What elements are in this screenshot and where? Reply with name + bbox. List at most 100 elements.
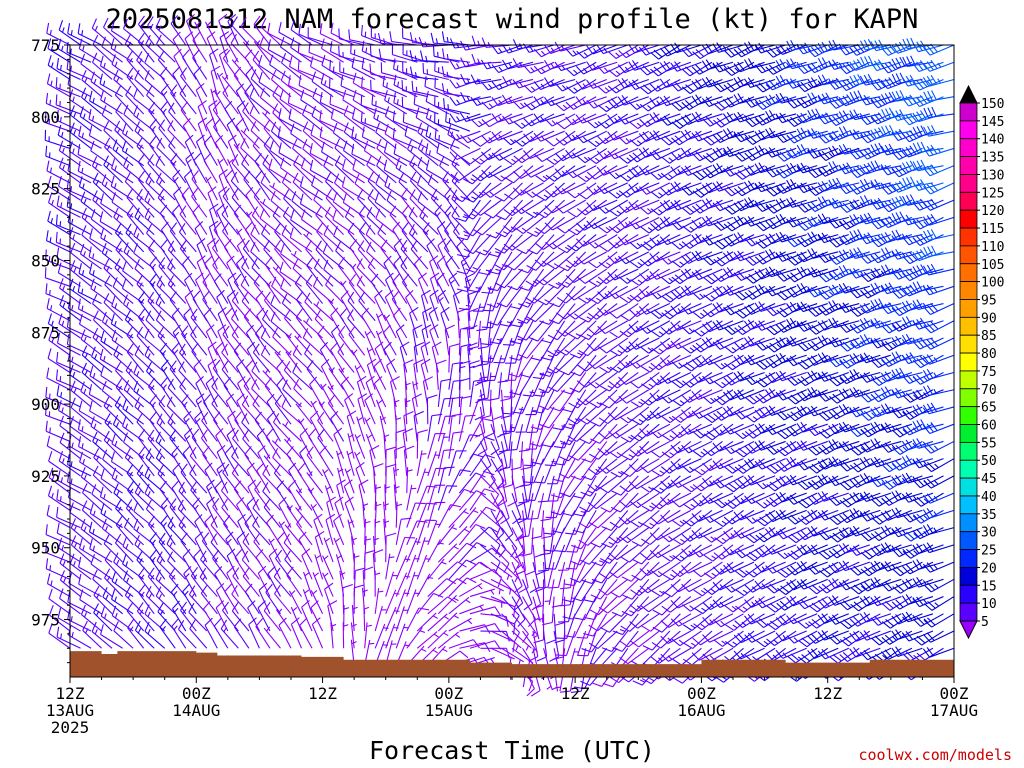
barb-staff xyxy=(78,566,102,580)
barb-full xyxy=(422,62,425,74)
barb-staff xyxy=(91,493,113,511)
barb-staff xyxy=(70,407,92,425)
wind-barb xyxy=(81,70,102,98)
barb-full xyxy=(77,281,81,293)
barb-half xyxy=(49,289,51,296)
wind-barb xyxy=(77,298,102,322)
barb-staff xyxy=(48,495,71,511)
wind-barb xyxy=(70,380,92,408)
barb-full xyxy=(47,55,52,66)
barb-full xyxy=(67,591,71,603)
barb-half xyxy=(61,27,65,33)
barb-full xyxy=(77,160,81,172)
wind-barb xyxy=(91,621,113,649)
barb-half xyxy=(104,181,108,187)
barb-half xyxy=(95,335,99,341)
barb-full xyxy=(101,105,107,116)
barb-half xyxy=(61,544,65,551)
wind-barb xyxy=(99,211,123,236)
barb-half xyxy=(70,30,73,36)
barb-full xyxy=(56,351,59,363)
barb-full xyxy=(100,89,105,101)
barb-full xyxy=(56,626,60,638)
barb-staff xyxy=(79,461,102,477)
wind-barb xyxy=(92,172,113,201)
barb-full xyxy=(465,414,476,417)
barb-half xyxy=(49,427,51,433)
barb-full xyxy=(48,451,53,462)
barb-half xyxy=(102,80,106,86)
barb-full xyxy=(78,263,82,274)
wind-barb xyxy=(67,23,92,46)
barb-half xyxy=(70,616,73,622)
wind-barb xyxy=(89,228,113,253)
barb-full xyxy=(338,45,340,57)
barb-staff xyxy=(67,464,92,477)
wind-barb xyxy=(78,263,102,287)
barb-full xyxy=(66,179,69,190)
barb-full xyxy=(81,483,88,493)
barb-half xyxy=(435,38,438,44)
wind-barb xyxy=(45,420,71,442)
barb-half xyxy=(82,113,86,119)
barb-full xyxy=(78,38,83,49)
barb-staff xyxy=(47,445,71,460)
barb-full xyxy=(55,369,59,380)
barb-half xyxy=(94,353,98,360)
barb-full xyxy=(48,605,54,616)
barb-staff xyxy=(100,99,123,115)
barb-staff xyxy=(90,563,113,580)
barb-staff xyxy=(46,102,71,115)
wind-barb xyxy=(89,365,113,391)
barb-half xyxy=(70,461,73,467)
barb-staff xyxy=(93,457,113,477)
barb-staff xyxy=(45,430,71,442)
barb-staff xyxy=(47,357,71,373)
barb-full xyxy=(79,538,83,549)
barb-staff xyxy=(89,410,113,425)
barb-full xyxy=(45,386,48,398)
barb-half xyxy=(70,203,73,209)
wind-barb xyxy=(92,190,113,218)
wind-barb xyxy=(48,605,71,632)
barb-staff xyxy=(56,241,81,253)
wind-barb xyxy=(101,105,123,132)
barb-half xyxy=(61,45,64,52)
wind-barb xyxy=(90,209,113,236)
wind-barb xyxy=(45,558,71,580)
barb-full xyxy=(46,73,51,84)
wind-barb xyxy=(67,591,92,615)
barb-staff xyxy=(48,323,71,339)
barb-half xyxy=(49,237,52,243)
barb-full xyxy=(88,246,92,257)
wind-barb xyxy=(56,109,81,132)
barb-half xyxy=(50,45,54,51)
wind-barb xyxy=(45,230,71,253)
barb-half xyxy=(103,96,107,103)
barb-half xyxy=(81,288,84,294)
barb-half xyxy=(51,474,55,481)
barb-full xyxy=(80,604,86,615)
barb-staff xyxy=(78,308,102,322)
barb-half xyxy=(71,356,74,362)
barb-staff xyxy=(56,361,81,373)
barb-full xyxy=(59,570,66,581)
wind-barb xyxy=(99,55,123,80)
barb-full xyxy=(369,45,372,57)
barb-full xyxy=(66,58,69,70)
barb-staff xyxy=(104,146,124,167)
barb-half xyxy=(70,478,73,484)
barb-full xyxy=(82,620,88,631)
wind-barb xyxy=(44,112,71,132)
barb-full xyxy=(45,92,49,104)
chart-title: 2025081312 NAM forecast wind profile (kt… xyxy=(106,4,919,35)
barb-full xyxy=(78,125,82,137)
wind-barb xyxy=(103,17,123,46)
barb-full xyxy=(46,367,50,379)
barb-half xyxy=(49,565,52,571)
barb-half xyxy=(383,38,386,44)
barb-full xyxy=(80,329,86,340)
barb-full xyxy=(45,420,48,432)
barb-staff xyxy=(81,234,102,253)
barb-half xyxy=(396,99,399,105)
